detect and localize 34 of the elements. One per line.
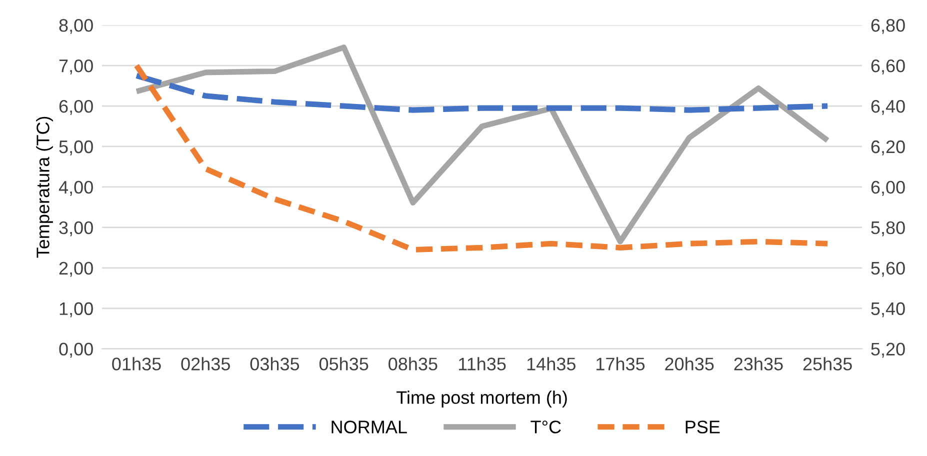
x-tick-label: 11h35 [458,357,506,370]
legend-label: NORMAL [332,420,407,434]
x-tick-label: 23h35 [734,357,783,370]
y-tick-label: 3,00 [59,221,93,236]
y-tick-label: 5,00 [59,140,93,156]
y-tick-label: 0,00 [59,342,93,358]
y2-tick-label: 5,20 [871,342,905,358]
x-tick-label: 08h35 [388,357,438,370]
y2-tick-label: 6,60 [871,59,905,74]
y2-tick-label: 6,80 [871,19,905,34]
legend-label: T°C [530,420,561,434]
x-tick-label: 17h35 [596,357,645,370]
y-tick-label: 6,00 [59,100,93,115]
y-tick-label: 7,00 [59,59,93,74]
x-axis-title: Time post mortem (h) [396,390,567,408]
x-tick-label: 20h35 [665,357,714,370]
legend-label: PSE [686,420,720,434]
y-tick-label: 8,00 [59,19,93,34]
x-tick-label: 03h35 [250,357,300,370]
y2-tick-label: 6,40 [871,100,905,115]
x-tick-label: 14h35 [527,357,576,370]
y2-tick-label: 6,00 [871,180,905,196]
y2-tick-label: 5,80 [871,221,905,236]
x-tick-label: 02h35 [181,357,230,370]
y2-tick-label: 6,20 [871,140,905,156]
y2-tick-label: 5,60 [871,262,905,277]
y-axis-title: Temperatura (TC) [36,116,53,258]
y2-tick-label: 5,40 [871,302,905,318]
y-tick-label: 4,00 [58,180,93,196]
x-tick-label: 01h35 [112,357,161,370]
x-tick-label: 05h35 [319,357,368,370]
y-tick-label: 1,00 [60,302,93,318]
x-tick-label: 25h35 [803,357,852,370]
y-tick-label: 2,00 [59,262,93,277]
